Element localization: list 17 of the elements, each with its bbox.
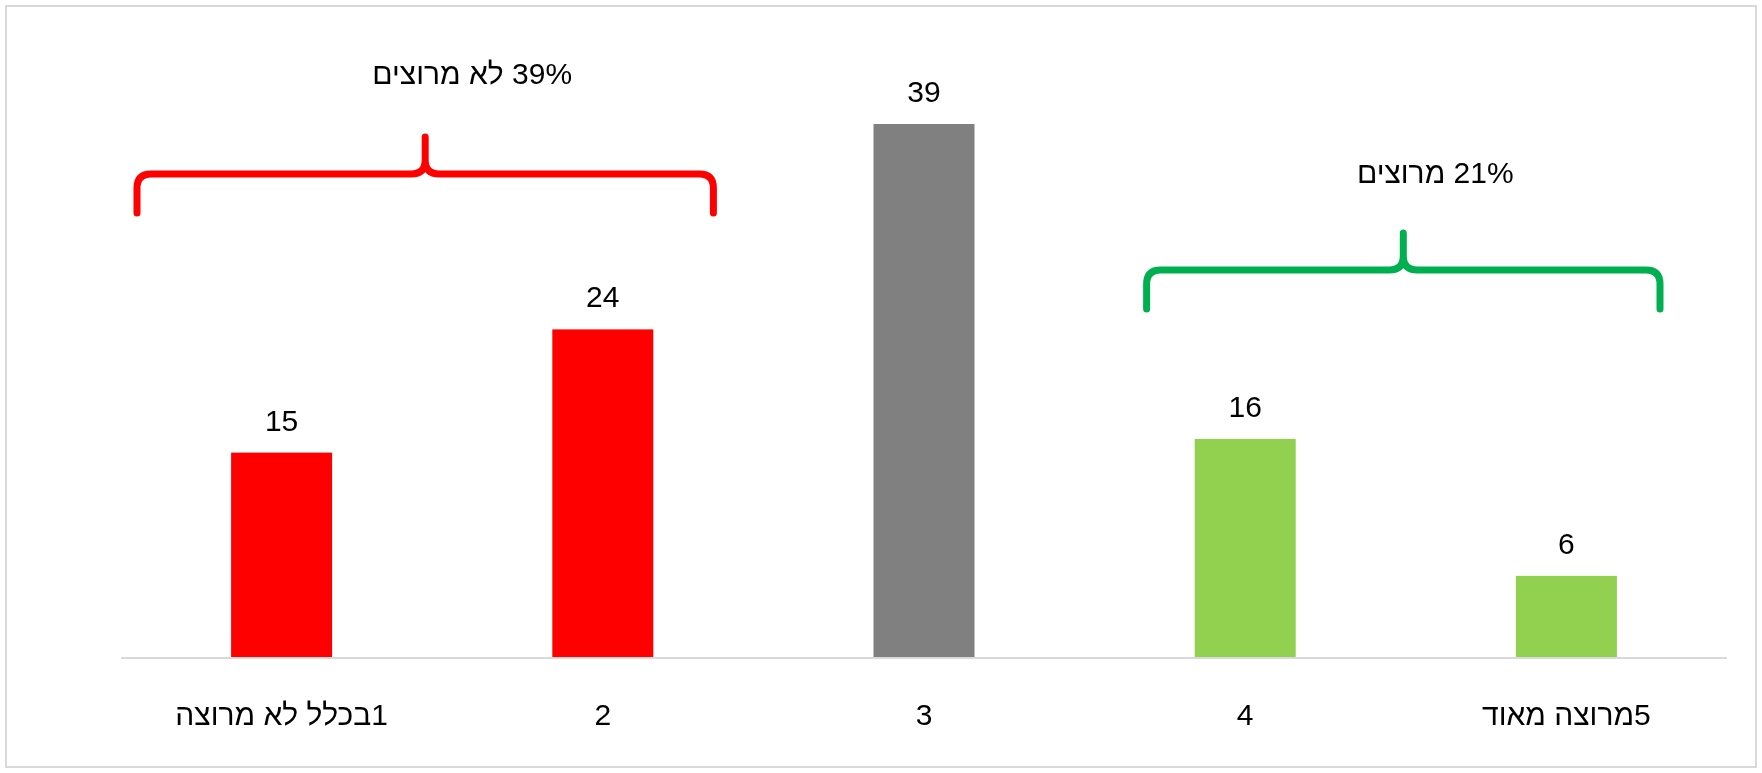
bar — [231, 452, 333, 658]
x-tick-label: 2 — [594, 698, 612, 731]
text: 39% לא מרוצים — [372, 57, 573, 90]
data-label: 15 — [264, 403, 299, 437]
x-tick-label: 3 — [915, 698, 933, 731]
data-label: 6 — [1558, 526, 1575, 560]
x-tick-label: 1בכלל לא מרוצה — [175, 698, 388, 731]
bar — [1515, 575, 1617, 658]
data-label: 39 — [907, 75, 941, 108]
x-tick-label: 4 — [1236, 698, 1254, 731]
x-tick-label: 5מרוצה מאוד — [1482, 698, 1651, 731]
bar — [873, 124, 975, 658]
bar — [1194, 438, 1296, 658]
data-label: 24 — [586, 280, 620, 314]
annotation: 21% מרוצים — [1356, 156, 1514, 189]
bar — [552, 329, 654, 658]
data-label: 16 — [1228, 389, 1262, 423]
